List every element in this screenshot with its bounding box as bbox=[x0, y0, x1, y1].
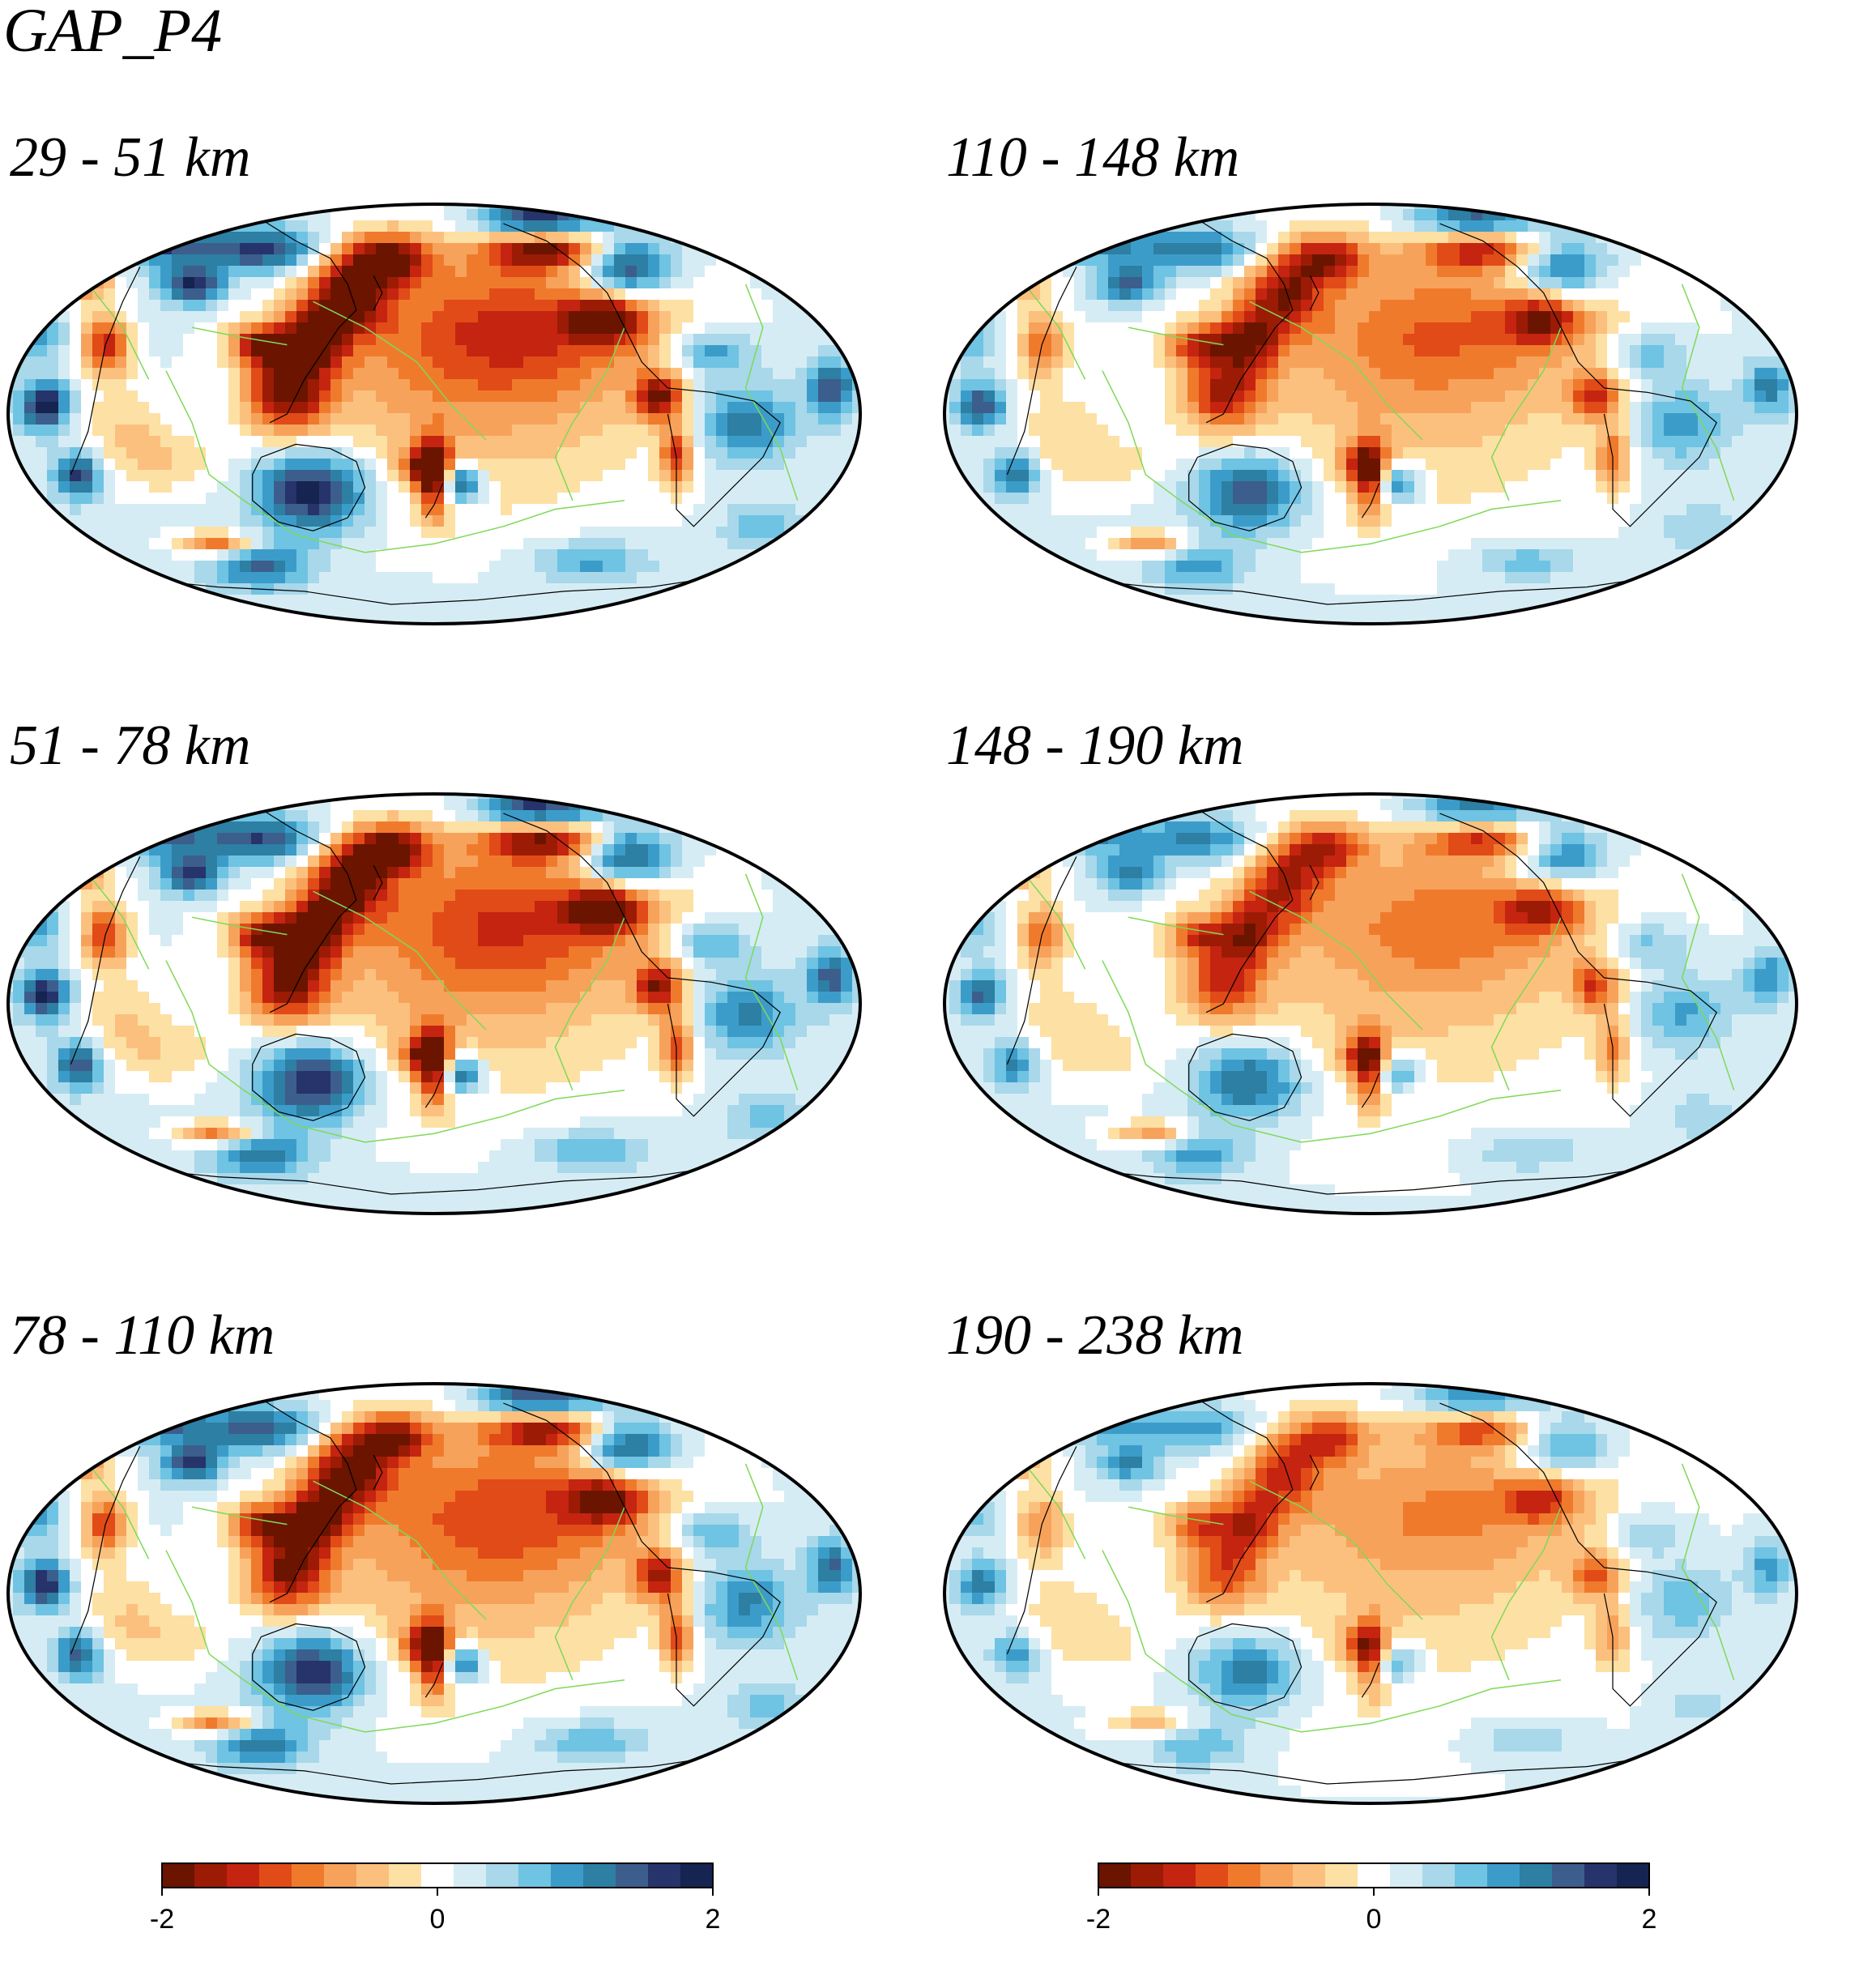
velocity-anomaly-field bbox=[938, 1377, 1812, 1810]
colorbar-swatch bbox=[259, 1863, 292, 1888]
colorbar-swatch bbox=[1422, 1863, 1456, 1888]
colorbar-swatch bbox=[421, 1863, 454, 1888]
colorbar-swatch bbox=[1552, 1863, 1585, 1888]
colorbar-swatch bbox=[389, 1863, 422, 1888]
colorbar-swatch bbox=[227, 1863, 260, 1888]
colorbar-swatch bbox=[356, 1863, 390, 1888]
velocity-anomaly-field bbox=[2, 1377, 876, 1810]
colorbar-tick-label: 0 bbox=[1366, 1904, 1382, 1935]
colorbar-tick-label: 0 bbox=[430, 1904, 446, 1935]
colorbar-swatch bbox=[1260, 1863, 1294, 1888]
colorbar-swatch bbox=[583, 1863, 616, 1888]
colorbar-swatch bbox=[486, 1863, 519, 1888]
velocity-anomaly-field bbox=[2, 198, 876, 630]
tomography-map-6 bbox=[938, 1377, 1803, 1810]
colorbar-swatch bbox=[680, 1863, 714, 1888]
colorbar-swatch bbox=[1584, 1863, 1618, 1888]
colorbar-swatch bbox=[1293, 1863, 1326, 1888]
colorbar-swatch bbox=[1098, 1863, 1132, 1888]
colorbar-swatch bbox=[1196, 1863, 1229, 1888]
tomography-map-4 bbox=[938, 198, 1803, 630]
colorbar-left: -2 0 2 bbox=[146, 1855, 729, 1944]
colorbar-swatch bbox=[1358, 1863, 1391, 1888]
colorbar-swatch bbox=[1455, 1863, 1488, 1888]
colorbar-right: -2 0 2 bbox=[1082, 1855, 1665, 1944]
colorbar-swatch bbox=[518, 1863, 552, 1888]
colorbar-swatch bbox=[1228, 1863, 1261, 1888]
colorbar-swatch bbox=[551, 1863, 584, 1888]
colorbar-swatch bbox=[1617, 1863, 1650, 1888]
panel-label-depth-1: 29 - 51 km bbox=[10, 130, 250, 186]
colorbar-tick-label: 2 bbox=[1642, 1904, 1657, 1935]
colorbar-swatch bbox=[324, 1863, 357, 1888]
colorbar-swatch bbox=[648, 1863, 681, 1888]
panel-label-depth-4: 110 - 148 km bbox=[946, 130, 1239, 186]
colorbar-swatch bbox=[1131, 1863, 1164, 1888]
tomography-map-5 bbox=[938, 787, 1803, 1220]
tomography-map-3 bbox=[2, 1377, 867, 1810]
tomography-map-2 bbox=[2, 787, 867, 1220]
colorbar-swatch bbox=[1163, 1863, 1196, 1888]
colorbar-swatch bbox=[1390, 1863, 1423, 1888]
colorbar-swatch bbox=[292, 1863, 325, 1888]
colorbar-tick-label: -2 bbox=[150, 1904, 174, 1935]
colorbar-tick-label: -2 bbox=[1086, 1904, 1111, 1935]
panel-label-depth-5: 148 - 190 km bbox=[946, 718, 1243, 774]
colorbar-swatch bbox=[454, 1863, 487, 1888]
panel-label-depth-2: 51 - 78 km bbox=[10, 718, 250, 774]
colorbar-swatch bbox=[1325, 1863, 1358, 1888]
main-title: GAP_P4 bbox=[3, 0, 222, 62]
colorbar-swatch bbox=[194, 1863, 228, 1888]
velocity-anomaly-field bbox=[938, 787, 1812, 1220]
velocity-anomaly-field bbox=[2, 787, 876, 1220]
colorbar-swatch bbox=[162, 1863, 195, 1888]
panel-label-depth-3: 78 - 110 km bbox=[10, 1308, 275, 1364]
colorbar-tick-label: 2 bbox=[706, 1904, 721, 1935]
velocity-anomaly-field bbox=[938, 198, 1812, 630]
colorbar-swatch bbox=[616, 1863, 649, 1888]
tomography-map-1 bbox=[2, 198, 867, 630]
colorbar-swatch bbox=[1487, 1863, 1520, 1888]
colorbar-swatch bbox=[1520, 1863, 1553, 1888]
panel-label-depth-6: 190 - 238 km bbox=[946, 1308, 1243, 1364]
